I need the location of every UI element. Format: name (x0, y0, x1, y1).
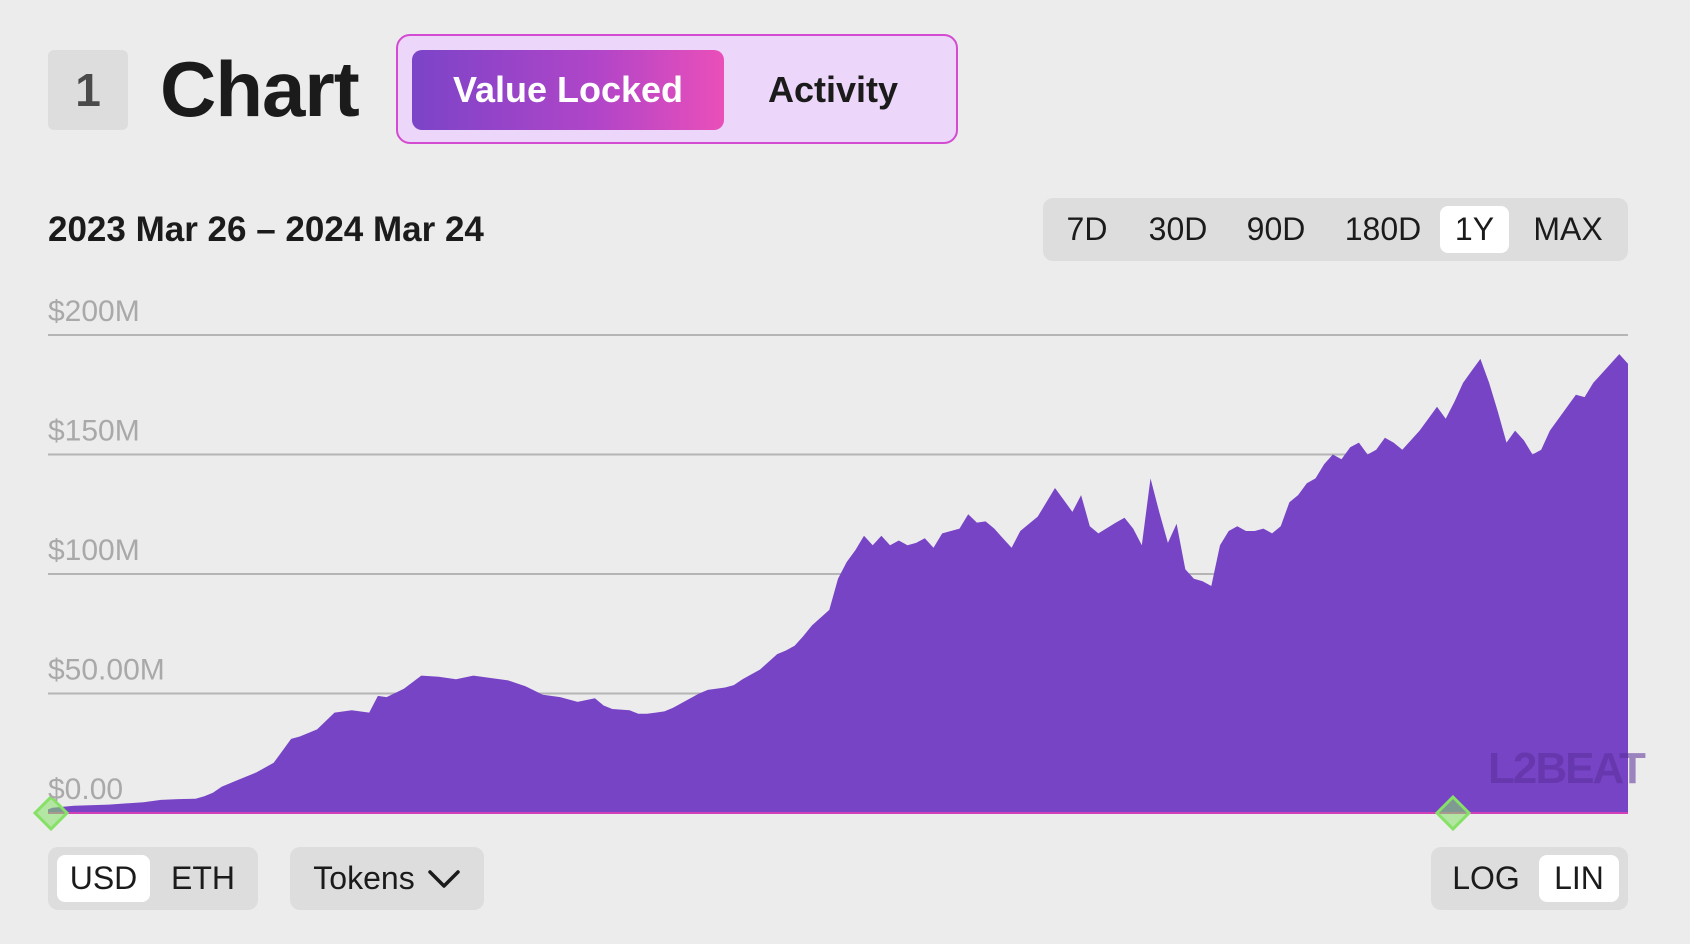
currency-toggle: USD ETH (48, 847, 258, 910)
date-range-label: 2023 Mar 26 – 2024 Mar 24 (48, 210, 484, 249)
tab-activity[interactable]: Activity (767, 69, 899, 110)
range-7d-button[interactable]: 7D (1066, 211, 1108, 247)
y-tick-label: $50.00M (48, 654, 165, 687)
tab-value-locked[interactable]: Value Locked (412, 50, 724, 130)
y-tick-label: $0.00 (48, 773, 123, 806)
time-range-selector: 7D 30D 90D 180D 1Y MAX (1043, 198, 1628, 261)
range-max-button[interactable]: MAX (1533, 211, 1603, 247)
scale-log-button[interactable]: LOG (1452, 860, 1520, 896)
value-locked-area (48, 354, 1628, 813)
y-tick-label: $200M (48, 295, 140, 328)
range-30d-button[interactable]: 30D (1148, 211, 1208, 247)
range-1y-button[interactable]: 1Y (1440, 206, 1509, 253)
scale-lin-button[interactable]: LIN (1539, 855, 1619, 902)
currency-eth-button[interactable]: ETH (171, 860, 235, 896)
chart-type-tabs: Value Locked Activity (396, 34, 958, 144)
range-90d-button[interactable]: 90D (1246, 211, 1306, 247)
scale-toggle: LOG LIN (1431, 847, 1628, 910)
tokens-label: Tokens (313, 860, 415, 896)
range-start-handle[interactable] (32, 794, 70, 832)
l2beat-logo: L2BEAT (1488, 744, 1646, 793)
chevron-down-icon (427, 869, 460, 888)
page-title: Chart (160, 45, 360, 133)
tokens-dropdown[interactable]: Tokens (290, 847, 484, 910)
currency-usd-button[interactable]: USD (57, 855, 150, 902)
y-tick-label: $100M (48, 534, 140, 567)
range-180d-button[interactable]: 180D (1344, 211, 1422, 247)
section-number-badge: 1 (48, 50, 128, 130)
range-end-handle[interactable] (1434, 794, 1472, 832)
y-tick-label: $150M (48, 415, 140, 448)
